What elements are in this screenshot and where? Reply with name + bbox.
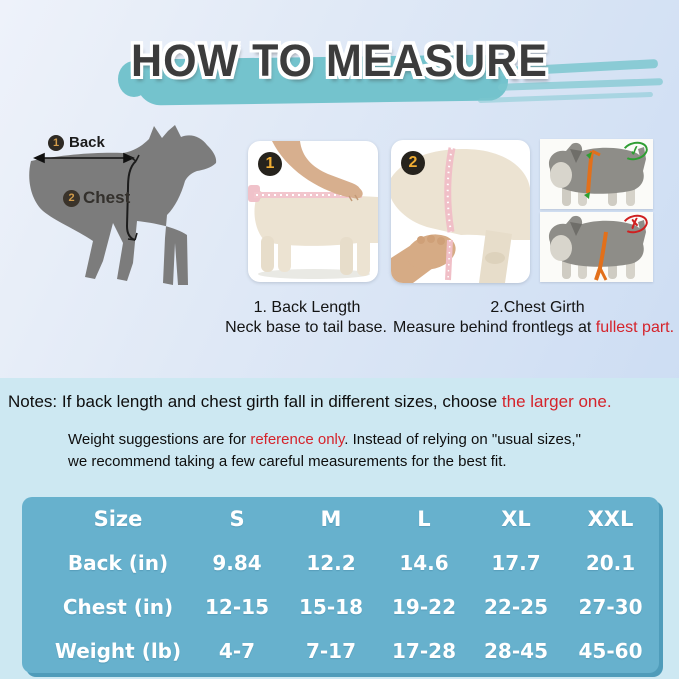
col-header-xl: XL [501, 507, 531, 531]
chest-girth-arrow [125, 154, 140, 241]
caption-chest-desc: Measure behind frontlegs at fullest part… [393, 319, 675, 336]
col-header-s: S [229, 507, 245, 531]
incorrect-example-photo: ✗ [540, 212, 653, 282]
row-label-back: Back (in) [67, 551, 169, 575]
notes-label: Notes: [8, 392, 58, 411]
marker-1-icon: 1 [48, 134, 64, 151]
row-label-weight: Weight (lb) [54, 639, 182, 663]
notes-paragraph: Weight suggestions are for reference onl… [68, 429, 581, 473]
correct-example-photo: ✓ [540, 139, 653, 209]
brush-streak [477, 91, 654, 104]
table-value: 28-45 [484, 639, 548, 663]
table-value: 20.1 [585, 551, 636, 575]
table-value: 12.2 [306, 551, 356, 575]
chest-measure-label: 2 Chest [63, 188, 130, 208]
back-measure-illustration [248, 141, 378, 279]
row-label-chest: Chest (in) [62, 595, 174, 619]
col-header-l: L [417, 507, 431, 531]
dog-silhouette [29, 125, 217, 285]
table-value: 45-60 [578, 639, 643, 663]
dog-incorrect-illustration [548, 215, 646, 281]
table-value: 17-28 [392, 639, 456, 663]
chest-measure-illustration [391, 147, 530, 283]
col-header-m: M [320, 507, 342, 531]
highlight-fullest-part: fullest part. [595, 319, 675, 336]
table-value: 12-15 [205, 595, 269, 619]
highlight-reference-only: reference only [250, 431, 345, 448]
table-value: 22-25 [484, 595, 548, 619]
back-length-arrow [33, 152, 135, 164]
size-table: Size S M L XL XXL Back (in) 9.84 12.2 14… [22, 497, 659, 673]
measure-back-photo: 1 [248, 141, 378, 282]
table-value: 17.7 [491, 551, 541, 575]
marker-2-icon: 2 [63, 189, 80, 207]
chest-label-text: Chest [83, 188, 131, 207]
notes-weight-line: Weight suggestions are for reference onl… [68, 431, 581, 448]
col-header-size: Size [93, 507, 143, 531]
dog-correct-illustration [548, 142, 646, 206]
dog-silhouette-diagram [29, 125, 217, 285]
table-value: 4-7 [218, 639, 256, 663]
table-value: 15-18 [299, 595, 363, 619]
step-1-badge: 1 [258, 152, 282, 176]
table-value: 9.84 [212, 551, 262, 575]
col-header-xxl: XXL [587, 507, 634, 531]
table-value: 14.6 [399, 551, 449, 575]
notes-recommend-line: we recommend taking a few careful measur… [68, 453, 507, 470]
notes-section: Notes: If back length and chest girth fa… [0, 378, 679, 679]
caption-back-desc: Neck base to tail base. [225, 319, 387, 336]
caption-chest-girth: 2.Chest Girth [490, 299, 585, 316]
table-value: 7-17 [305, 639, 357, 663]
table-value: 27-30 [578, 595, 643, 619]
caption-back-length: 1. Back Length [253, 299, 361, 316]
back-measure-label: 1 Back [48, 134, 105, 151]
page-title: HOW TO MEASURE [131, 35, 548, 87]
table-value: 19-22 [392, 595, 456, 619]
notes-line: Notes: If back length and chest girth fa… [8, 392, 612, 411]
step-2-badge: 2 [401, 151, 425, 175]
highlight-larger-one: the larger one. [501, 392, 612, 411]
back-label-text: Back [69, 134, 105, 151]
measure-chest-photo: 2 [391, 140, 530, 283]
